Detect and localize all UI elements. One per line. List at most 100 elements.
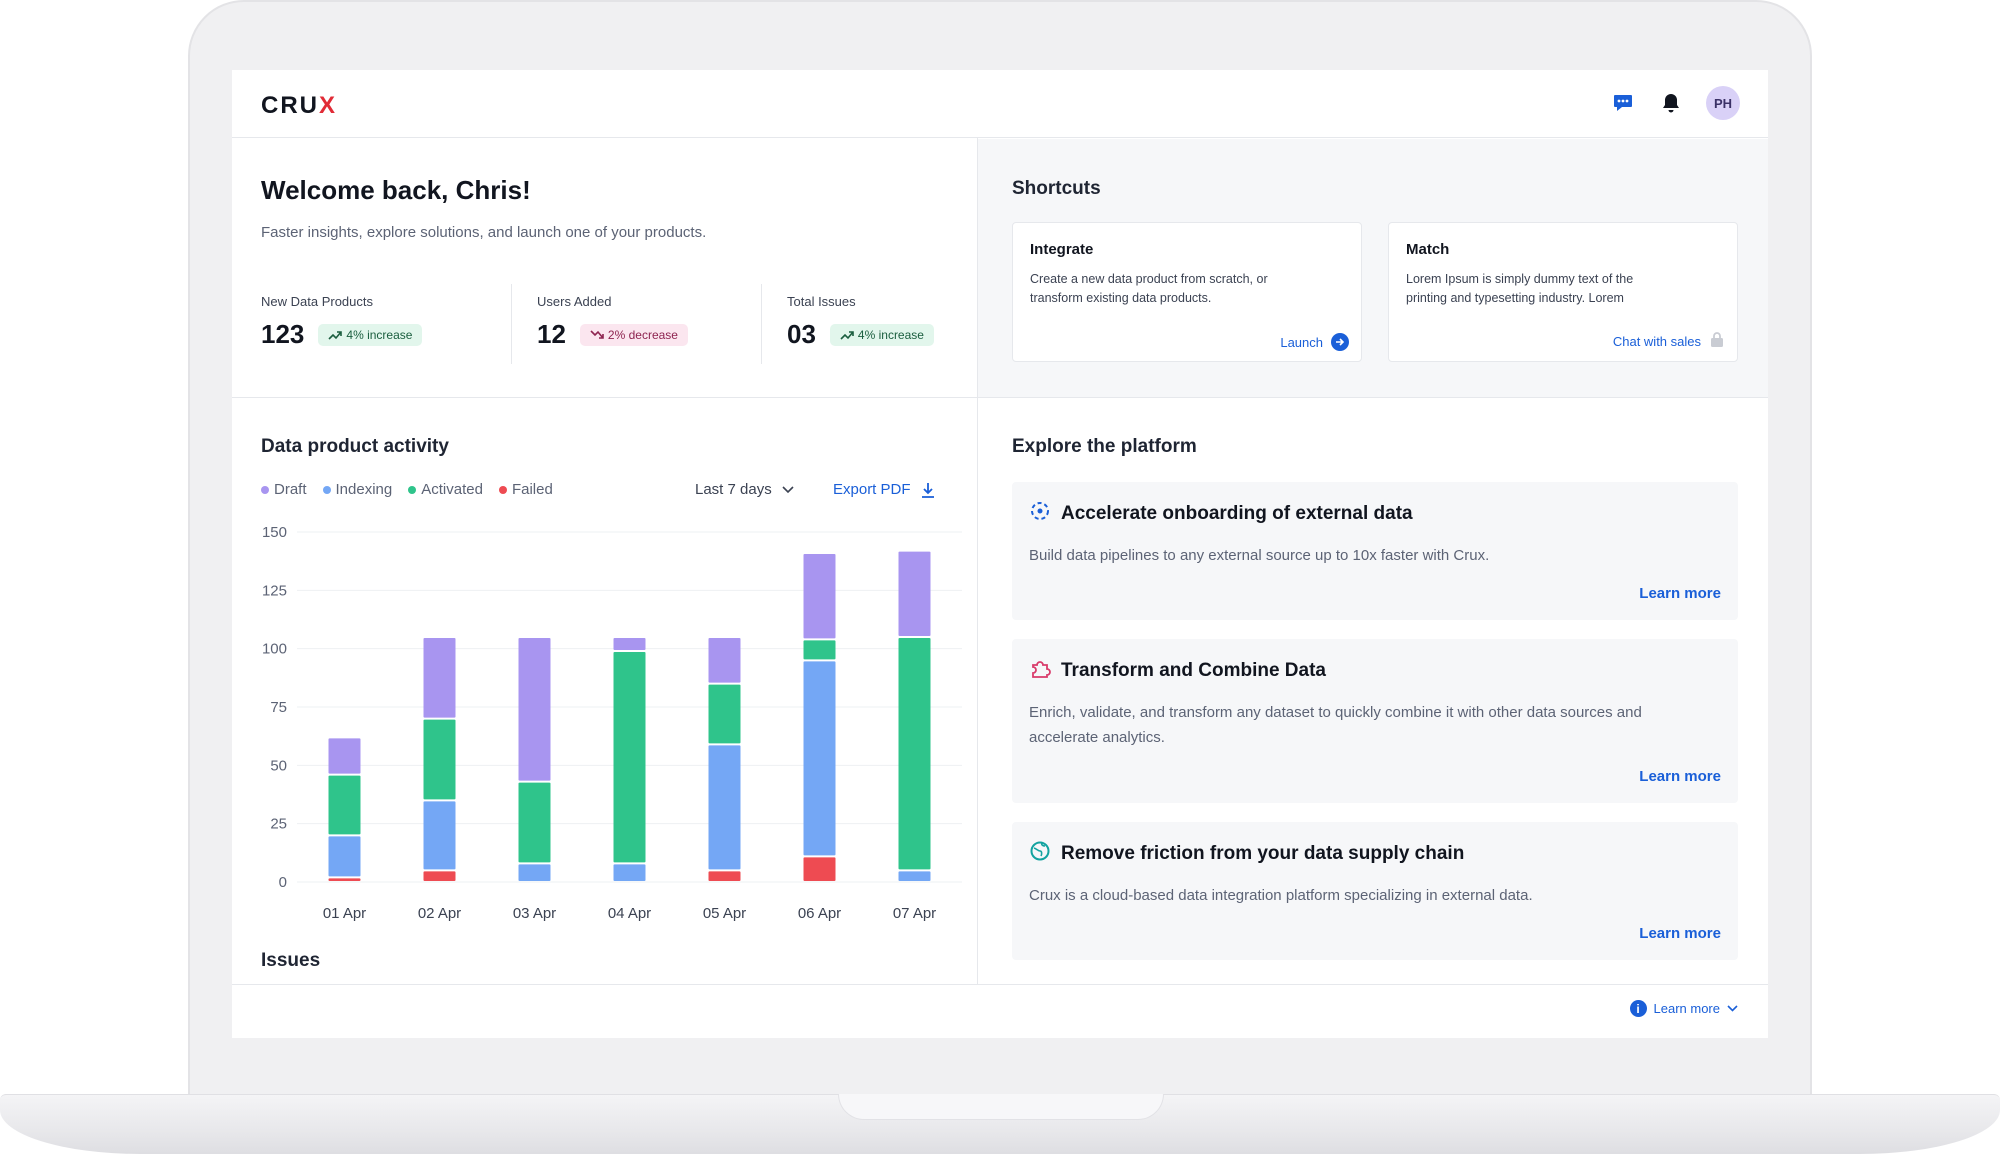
- y-tick-label: 25: [270, 816, 287, 833]
- learn-more-link[interactable]: Learn more: [1639, 925, 1721, 942]
- trend-up-icon: [840, 330, 854, 340]
- explore-card-title: Remove friction from your data supply ch…: [1061, 842, 1465, 864]
- bar-segment-indexing: [898, 871, 931, 881]
- top-bar: CRUX PH: [232, 70, 1768, 138]
- top-icons: PH: [1610, 86, 1740, 120]
- trend-badge: 4% increase: [318, 323, 423, 346]
- x-tick-label: 05 Apr: [703, 905, 746, 922]
- bar-segment-activated: [613, 652, 646, 863]
- bar-segment-indexing: [328, 836, 361, 877]
- bell-icon[interactable]: [1658, 90, 1684, 116]
- export-pdf-button[interactable]: Export PDF: [833, 481, 935, 498]
- explore-card-description: Crux is a cloud-based data integration p…: [1029, 887, 1533, 904]
- stat-total-issues: Total Issues 03 4% increase: [761, 284, 1011, 364]
- welcome-section: Welcome back, Chris! Faster insights, ex…: [261, 175, 961, 241]
- shortcut-title: Match: [1406, 241, 1450, 258]
- bar-segment-activated: [708, 684, 741, 744]
- chevron-down-icon: [782, 485, 794, 493]
- bar-segment-draft: [803, 554, 836, 639]
- arrow-circle-icon: [1331, 333, 1349, 351]
- download-icon: [921, 482, 934, 498]
- chevron-down-icon: [1727, 1005, 1738, 1012]
- chat-icon[interactable]: [1610, 90, 1636, 116]
- y-tick-label: 125: [262, 582, 287, 599]
- bar-segment-indexing: [803, 661, 836, 856]
- welcome-subtitle: Faster insights, explore solutions, and …: [261, 224, 707, 241]
- y-tick-label: 100: [262, 641, 287, 658]
- trend-badge: 2% decrease: [579, 323, 688, 346]
- bar-segment-draft: [613, 638, 646, 650]
- explore-card-transform: Transform and Combine Data Enrich, valid…: [1012, 639, 1738, 803]
- x-tick-label: 07 Apr: [893, 905, 936, 922]
- onboarding-icon: [1029, 500, 1051, 527]
- info-icon: i: [1629, 1000, 1647, 1017]
- welcome-title: Welcome back, Chris!: [261, 175, 531, 205]
- bar-segment-failed: [328, 878, 361, 881]
- bar-segment-draft: [328, 738, 361, 774]
- stat-new-data-products: New Data Products 123 4% increase: [261, 284, 511, 364]
- issues-title: Issues: [261, 950, 321, 971]
- explore-card-onboarding: Accelerate onboarding of external data B…: [1012, 482, 1738, 620]
- bar-segment-draft: [423, 638, 456, 718]
- learn-more-link[interactable]: Learn more: [1639, 768, 1721, 785]
- crux-logo[interactable]: CRUX: [261, 92, 338, 119]
- bar-segment-activated: [803, 640, 836, 660]
- date-range-dropdown[interactable]: Last 7 days: [695, 481, 794, 498]
- bar-segment-failed: [708, 871, 741, 881]
- explore-card-description: Enrich, validate, and transform any data…: [1029, 704, 1642, 746]
- bar-segment-activated: [328, 775, 361, 835]
- shortcut-card-match[interactable]: Match Lorem Ipsum is simply dummy text o…: [1388, 222, 1738, 362]
- bar-segment-draft: [898, 551, 931, 636]
- y-tick-label: 50: [270, 757, 287, 774]
- explore-card-title: Transform and Combine Data: [1061, 659, 1326, 681]
- x-tick-label: 01 Apr: [323, 905, 366, 922]
- trend-up-icon: [328, 330, 343, 340]
- stat-label: Total Issues: [787, 294, 856, 309]
- vertical-divider: [977, 138, 978, 984]
- horizontal-divider: [232, 397, 1768, 398]
- shortcut-description: Create a new data product from scratch, …: [1030, 272, 1268, 305]
- y-tick-label: 0: [279, 874, 287, 891]
- y-tick-label: 75: [270, 699, 287, 716]
- legend-item-indexing[interactable]: Indexing: [322, 481, 392, 498]
- bar-segment-draft: [518, 638, 551, 781]
- bar-segment-failed: [423, 871, 456, 881]
- x-tick-label: 03 Apr: [513, 905, 556, 922]
- x-tick-label: 06 Apr: [798, 905, 841, 922]
- legend-item-failed[interactable]: Failed: [498, 481, 553, 498]
- stat-label: Users Added: [537, 294, 612, 309]
- learn-more-link[interactable]: Learn more: [1639, 585, 1721, 602]
- explore-card-supply-chain: Remove friction from your data supply ch…: [1012, 822, 1738, 960]
- chart-title: Data product activity: [261, 436, 449, 457]
- bar-segment-failed: [803, 857, 836, 881]
- footer-learn-more[interactable]: i Learn more: [1629, 1000, 1738, 1017]
- bar-segment-draft: [708, 638, 741, 683]
- launch-button[interactable]: Launch: [1280, 333, 1349, 351]
- footer-bar: i Learn more: [232, 984, 1768, 1038]
- puzzle-icon: [1029, 657, 1051, 684]
- stat-value: 12: [537, 319, 566, 349]
- chat-with-sales-button[interactable]: Chat with sales: [1613, 331, 1725, 351]
- lock-icon: [1709, 331, 1725, 351]
- bar-segment-activated: [898, 638, 931, 870]
- explore-card-title: Accelerate onboarding of external data: [1061, 502, 1413, 524]
- shortcut-description: Lorem Ipsum is simply dummy text of the …: [1406, 272, 1634, 305]
- stat-label: New Data Products: [261, 294, 373, 309]
- bar-segment-indexing: [708, 745, 741, 870]
- shortcuts-title: Shortcuts: [1012, 178, 1101, 199]
- explore-card-description: Build data pipelines to any external sou…: [1029, 547, 1490, 564]
- legend-item-activated[interactable]: Activated: [408, 481, 483, 498]
- stat-value: 123: [261, 319, 305, 349]
- x-tick-label: 04 Apr: [608, 905, 651, 922]
- shortcut-title: Integrate: [1030, 241, 1094, 258]
- trend-badge: 4% increase: [829, 323, 934, 346]
- legend-item-draft[interactable]: Draft: [261, 481, 307, 498]
- avatar[interactable]: PH: [1706, 86, 1740, 120]
- y-tick-label: 150: [262, 524, 287, 541]
- app-screen: CRUX PH Welcome back, Chris! Faster insi…: [232, 70, 1768, 1038]
- stat-users-added: Users Added 12 2% decrease: [511, 284, 761, 364]
- bar-segment-indexing: [423, 801, 456, 870]
- explore-title: Explore the platform: [1012, 436, 1197, 457]
- bar-segment-indexing: [518, 864, 551, 881]
- shortcut-card-integrate[interactable]: Integrate Create a new data product from…: [1012, 222, 1362, 362]
